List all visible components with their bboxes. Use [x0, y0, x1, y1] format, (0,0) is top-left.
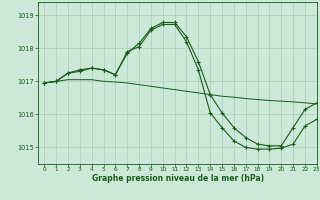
- X-axis label: Graphe pression niveau de la mer (hPa): Graphe pression niveau de la mer (hPa): [92, 174, 264, 183]
